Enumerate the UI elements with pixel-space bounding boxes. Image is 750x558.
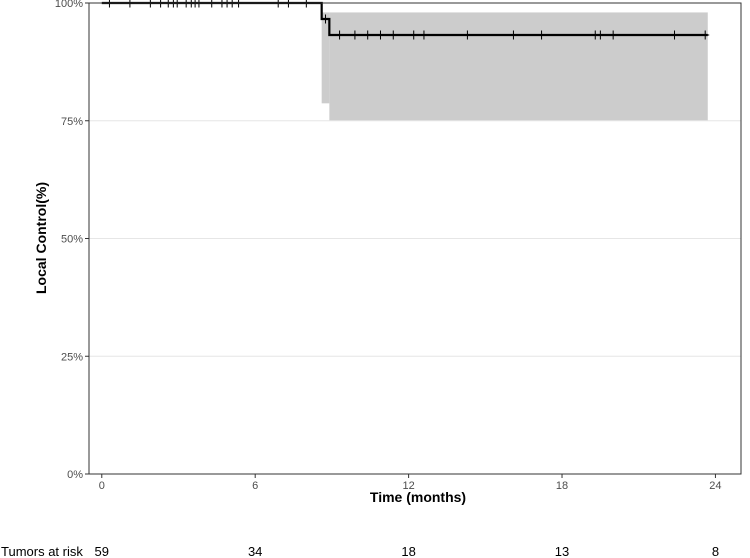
x-tick-label: 0 (99, 480, 105, 492)
censor-mark (609, 30, 618, 40)
censor-mark (596, 30, 605, 40)
risk-count: 8 (712, 544, 719, 558)
censor-mark (335, 30, 344, 40)
confidence-band (329, 12, 708, 121)
confidence-bands (321, 12, 708, 121)
y-tick-label: 75% (61, 116, 83, 128)
censor-mark (409, 30, 418, 40)
y-tick-label: 0% (67, 469, 83, 481)
risk-count: 18 (401, 544, 415, 558)
censor-mark (389, 30, 398, 40)
risk-count: 13 (555, 544, 569, 558)
censor-mark (376, 30, 385, 40)
confidence-band (321, 12, 330, 104)
censor-mark (670, 30, 679, 40)
risk-count: 34 (248, 544, 262, 558)
x-tick-label: 24 (709, 480, 721, 492)
y-tick-label: 25% (61, 351, 83, 363)
censor-mark (701, 30, 710, 40)
x-tick-label: 18 (556, 480, 568, 492)
risk-count: 59 (95, 544, 109, 558)
risk-table: Tumors at risk 59 34 18 13 8 (1, 544, 719, 558)
y-axis-title: Local Control(%) (33, 182, 49, 294)
x-tick-label: 12 (402, 480, 414, 492)
x-tick-label: 6 (252, 480, 258, 492)
censor-mark (350, 30, 359, 40)
censor-mark (363, 30, 372, 40)
censor-mark (321, 14, 330, 24)
censor-mark (463, 30, 472, 40)
x-axis-ticks: 0 6 12 18 24 (99, 474, 722, 492)
risk-table-label: Tumors at risk (1, 544, 83, 558)
censor-mark (537, 30, 546, 40)
censor-mark (509, 30, 518, 40)
y-tick-label: 50% (61, 234, 83, 246)
censor-mark (419, 30, 428, 40)
y-axis-ticks: 0% 25% 50% 75% 100% (55, 0, 89, 481)
y-tick-label: 100% (55, 0, 83, 10)
x-axis-title: Time (months) (370, 489, 466, 505)
